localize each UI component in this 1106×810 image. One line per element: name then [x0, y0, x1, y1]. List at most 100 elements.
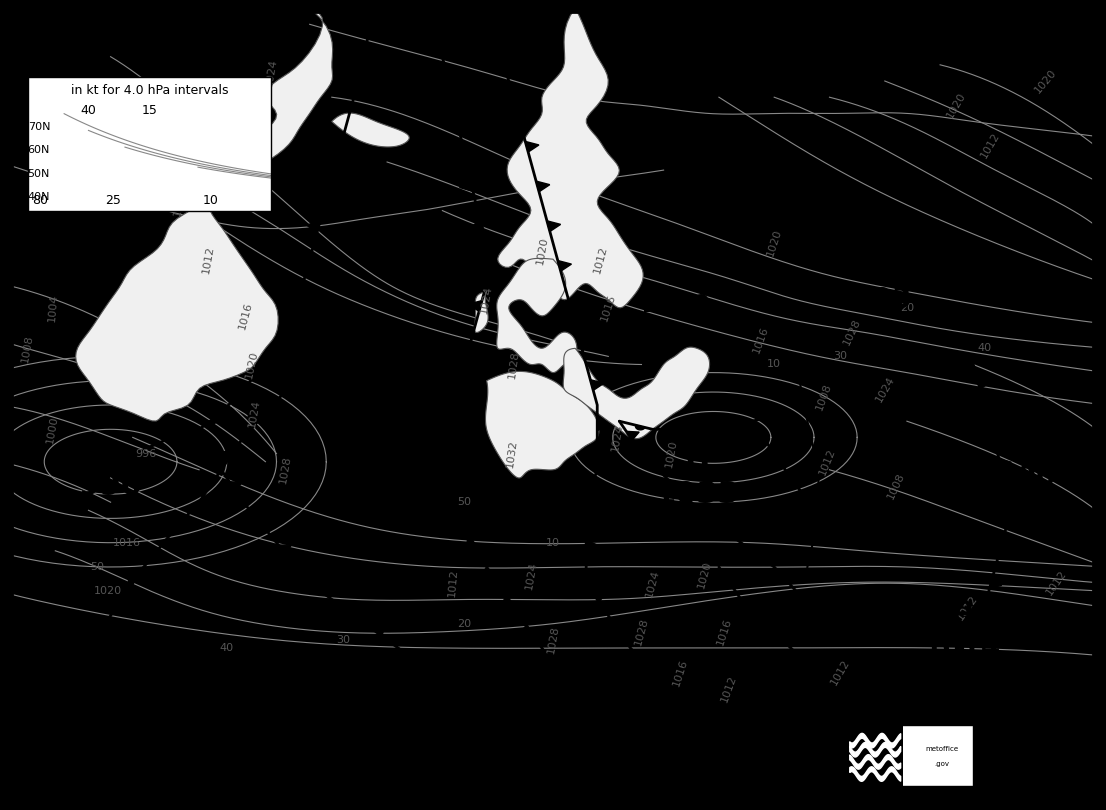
- Polygon shape: [762, 556, 774, 565]
- Text: 1016: 1016: [751, 326, 771, 355]
- Polygon shape: [441, 100, 455, 112]
- Text: metoffice: metoffice: [925, 746, 958, 752]
- Polygon shape: [348, 62, 362, 73]
- Polygon shape: [88, 635, 97, 643]
- Polygon shape: [358, 23, 372, 33]
- Text: 1028: 1028: [633, 617, 650, 646]
- Text: 1012: 1012: [979, 131, 1001, 160]
- Polygon shape: [503, 62, 518, 73]
- Text: 30: 30: [336, 635, 349, 645]
- Text: 1028: 1028: [545, 625, 561, 654]
- Polygon shape: [614, 623, 622, 630]
- Text: .gov: .gov: [933, 761, 949, 767]
- Bar: [846, 725, 904, 786]
- Polygon shape: [35, 657, 42, 664]
- Polygon shape: [195, 488, 209, 497]
- Polygon shape: [594, 594, 602, 601]
- Text: 20: 20: [458, 619, 471, 629]
- Text: 1012: 1012: [956, 593, 980, 622]
- Text: 1012: 1012: [1044, 569, 1068, 598]
- Text: 1016: 1016: [671, 658, 689, 687]
- Polygon shape: [373, 627, 385, 636]
- Text: 80: 80: [32, 194, 48, 207]
- Polygon shape: [21, 719, 30, 727]
- Polygon shape: [675, 484, 687, 493]
- Polygon shape: [525, 142, 539, 152]
- Polygon shape: [254, 370, 263, 377]
- Text: L
990: L 990: [79, 438, 143, 501]
- Text: 1020: 1020: [94, 586, 123, 596]
- Polygon shape: [468, 301, 482, 311]
- Polygon shape: [748, 605, 757, 612]
- Polygon shape: [338, 102, 353, 113]
- Text: 1024: 1024: [247, 399, 262, 428]
- Text: 1028: 1028: [842, 318, 862, 347]
- Polygon shape: [459, 181, 473, 191]
- Text: 40: 40: [220, 643, 233, 653]
- Polygon shape: [128, 578, 136, 585]
- Polygon shape: [470, 220, 483, 231]
- Polygon shape: [417, 22, 431, 32]
- Text: 1032: 1032: [505, 439, 519, 468]
- Text: 1012: 1012: [830, 658, 852, 687]
- Polygon shape: [1006, 499, 1018, 509]
- Text: 1008: 1008: [20, 334, 35, 363]
- Text: 1016: 1016: [237, 301, 254, 330]
- Polygon shape: [679, 429, 689, 433]
- Text: 10: 10: [202, 194, 218, 207]
- Polygon shape: [458, 340, 471, 351]
- Text: 1012: 1012: [171, 188, 189, 217]
- Text: 1003: 1003: [638, 128, 700, 147]
- Polygon shape: [474, 261, 487, 271]
- Text: 1003: 1003: [643, 116, 696, 135]
- Text: 1024: 1024: [523, 561, 539, 590]
- Text: 1016: 1016: [716, 617, 733, 646]
- Polygon shape: [175, 433, 187, 442]
- Polygon shape: [648, 458, 660, 467]
- Text: 50N: 50N: [28, 168, 50, 179]
- Polygon shape: [999, 459, 1011, 468]
- Polygon shape: [66, 663, 75, 671]
- Text: 1020: 1020: [696, 561, 713, 590]
- Polygon shape: [978, 380, 990, 389]
- Text: 60N: 60N: [28, 146, 50, 156]
- Polygon shape: [536, 181, 550, 192]
- Polygon shape: [108, 607, 116, 614]
- Polygon shape: [441, 461, 453, 471]
- Polygon shape: [432, 61, 446, 71]
- Polygon shape: [447, 501, 460, 511]
- Text: 10: 10: [768, 360, 781, 369]
- Polygon shape: [279, 545, 291, 553]
- Text: 1016: 1016: [113, 538, 142, 548]
- Polygon shape: [253, 514, 265, 522]
- Text: H
1023: H 1023: [835, 254, 912, 313]
- Text: 1020: 1020: [244, 350, 260, 379]
- Polygon shape: [285, 301, 299, 312]
- Polygon shape: [442, 677, 455, 686]
- Text: L
1010: L 1010: [639, 266, 710, 318]
- Polygon shape: [337, 601, 349, 610]
- Polygon shape: [568, 301, 582, 311]
- Text: H
1033: H 1033: [655, 446, 739, 509]
- Text: 50: 50: [458, 497, 471, 507]
- Text: 1004: 1004: [46, 293, 60, 322]
- Text: H
1014: H 1014: [924, 602, 1001, 662]
- Text: 1024: 1024: [479, 285, 494, 314]
- Text: 1024: 1024: [609, 423, 625, 452]
- Polygon shape: [208, 416, 218, 424]
- Text: 40: 40: [81, 104, 96, 117]
- Polygon shape: [591, 380, 604, 390]
- Polygon shape: [486, 372, 599, 478]
- Polygon shape: [524, 626, 532, 633]
- Polygon shape: [626, 432, 639, 440]
- Polygon shape: [75, 8, 333, 421]
- Polygon shape: [801, 657, 810, 664]
- Polygon shape: [498, 8, 644, 308]
- Polygon shape: [280, 341, 293, 352]
- Polygon shape: [276, 347, 289, 356]
- Polygon shape: [450, 141, 463, 151]
- Text: 1016: 1016: [599, 293, 617, 322]
- Polygon shape: [3, 615, 11, 621]
- Polygon shape: [797, 490, 805, 497]
- Polygon shape: [547, 221, 561, 232]
